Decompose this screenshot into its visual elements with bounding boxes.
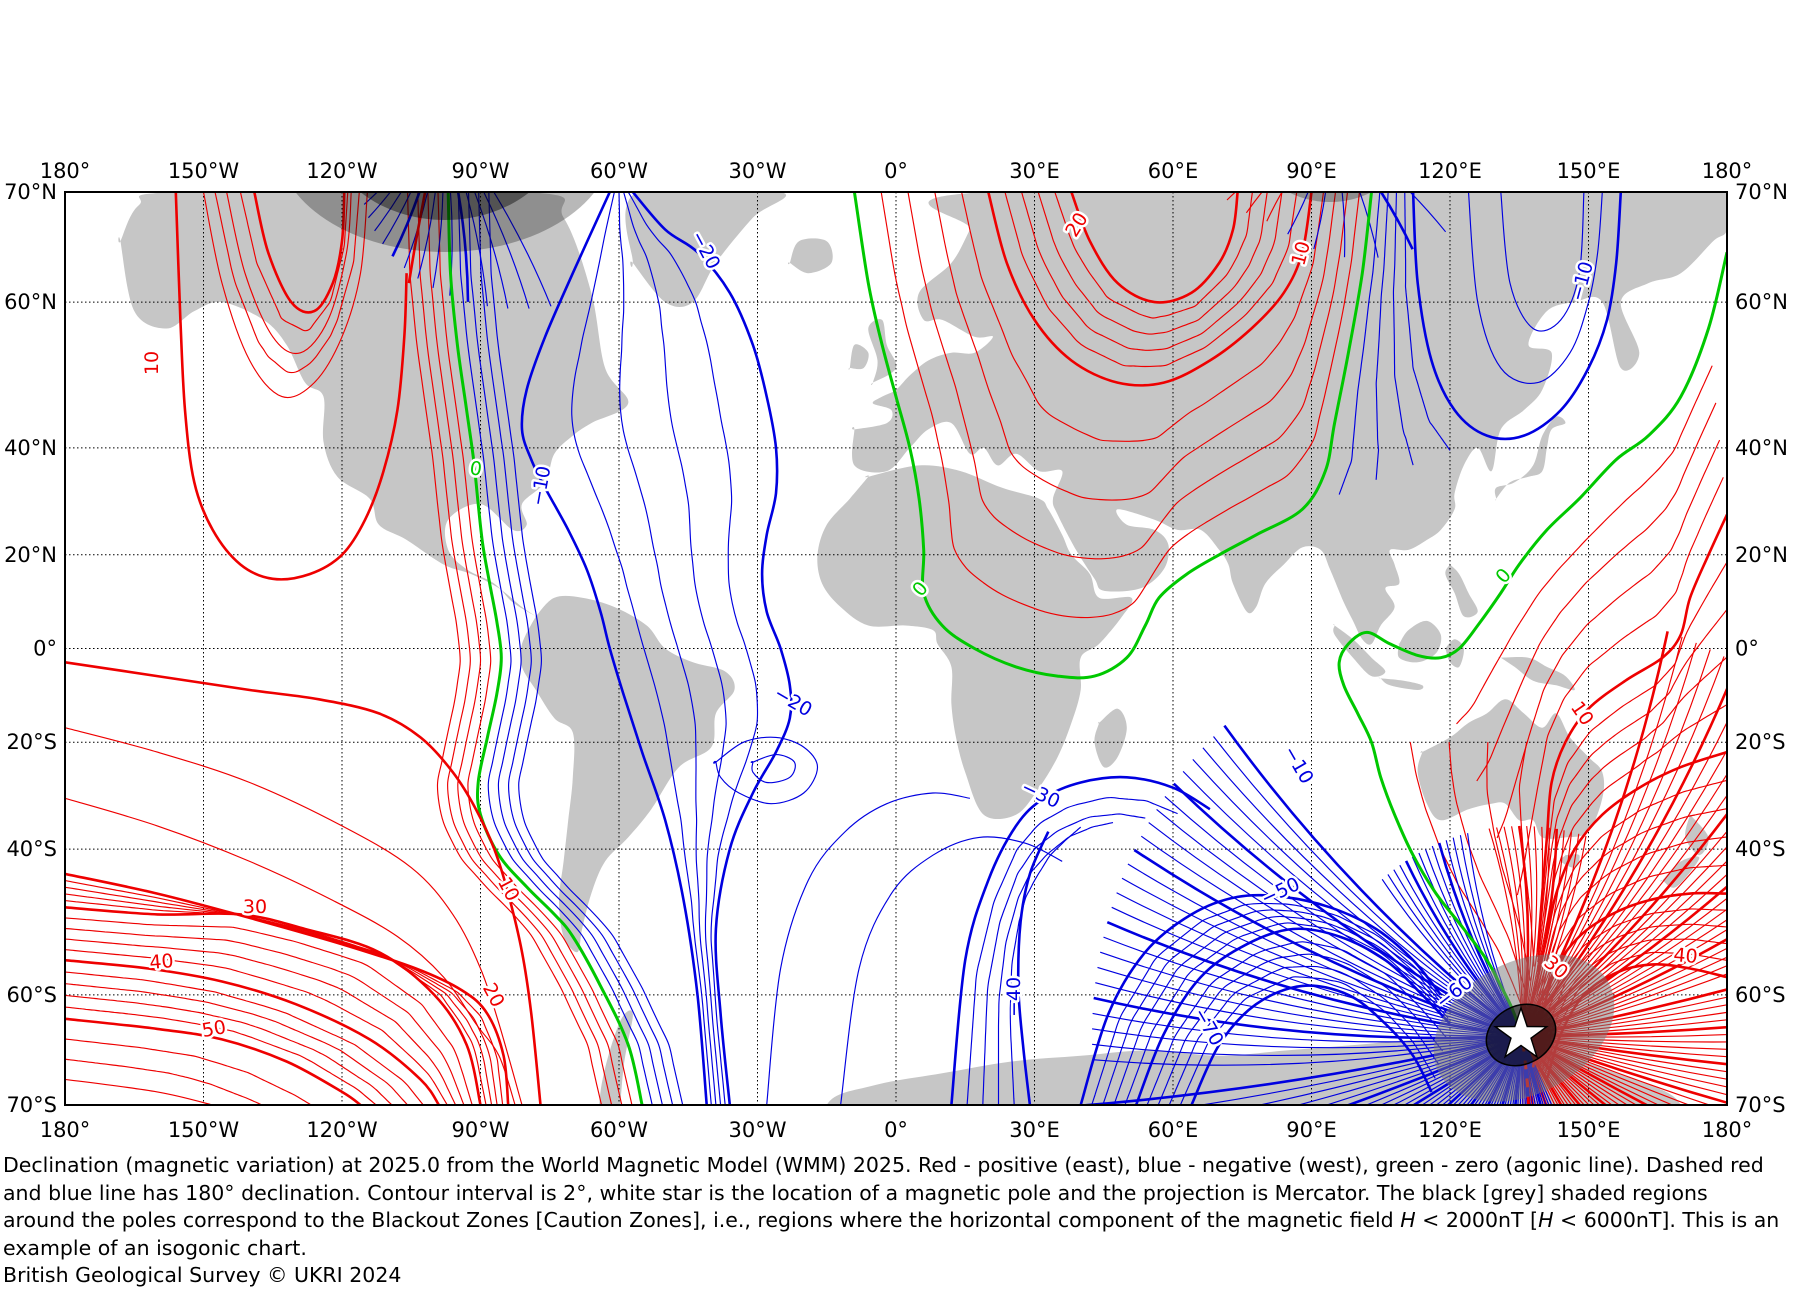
lon-label-top: 90°W	[452, 159, 510, 183]
caption-line: British Geological Survey © UKRI 2024	[3, 1263, 402, 1287]
landmasses	[118, 192, 1727, 1105]
lon-label-bottom: 90°W	[452, 1118, 510, 1142]
contour-label: −40	[1003, 977, 1025, 1017]
contour-label: 10	[1566, 697, 1598, 729]
lon-label-bottom: 90°E	[1286, 1118, 1337, 1142]
lat-label-right: 40°S	[1735, 837, 1786, 861]
contour-label: 0	[1491, 564, 1515, 588]
lon-label-top: 120°E	[1418, 159, 1482, 183]
caption-line: around the poles correspond to the Black…	[3, 1208, 1780, 1232]
lon-label-bottom: 0°	[884, 1118, 908, 1142]
lat-label-right: 40°N	[1735, 436, 1788, 460]
lat-label-left: 20°S	[6, 730, 57, 754]
lat-label-right: 20°N	[1735, 543, 1788, 567]
lat-label-left: 20°N	[4, 543, 57, 567]
lat-label-left: 70°N	[4, 180, 57, 204]
lon-label-top: 60°E	[1148, 159, 1199, 183]
lon-label-bottom: 60°W	[590, 1118, 648, 1142]
lat-label-right: 0°	[1735, 637, 1759, 661]
lat-label-left: 70°S	[6, 1093, 57, 1117]
lat-label-left: 60°S	[6, 983, 57, 1007]
blackout-zone-north-siberia-halo	[1288, 192, 1372, 202]
lat-label-right: 60°S	[1735, 983, 1786, 1007]
blackout-zone-north-canada-halo	[295, 192, 595, 252]
caption-block: Declination (magnetic variation) at 2025…	[3, 1152, 1797, 1290]
lon-label-bottom: 30°E	[1009, 1118, 1060, 1142]
caption-line: and blue line has 180° declination. Cont…	[3, 1180, 1708, 1205]
lon-label-top: 150°W	[168, 159, 240, 183]
lon-label-top: 60°W	[590, 159, 648, 183]
lat-label-right: 70°N	[1735, 180, 1788, 204]
contour-label: 30	[243, 896, 267, 918]
lat-label-left: 60°N	[4, 290, 57, 314]
lon-label-top: 0°	[884, 159, 908, 183]
contour-label: 40	[148, 950, 174, 974]
lat-label-right: 70°S	[1735, 1093, 1786, 1117]
lon-label-top: 90°E	[1286, 159, 1337, 183]
lat-label-right: 20°S	[1735, 730, 1786, 754]
lon-label-bottom: 150°W	[168, 1118, 240, 1142]
contour-label: −20	[770, 682, 816, 721]
lat-label-left: 40°N	[4, 436, 57, 460]
lon-label-top: 30°W	[729, 159, 787, 183]
contour-label: 10	[141, 351, 163, 375]
contour-label: 0	[468, 457, 483, 480]
lat-label-right: 60°N	[1735, 290, 1788, 314]
lon-label-bottom: 120°E	[1418, 1118, 1482, 1142]
lon-label-top: 180°	[40, 159, 91, 183]
lon-label-top: 30°E	[1009, 159, 1060, 183]
lat-label-left: 40°S	[6, 837, 57, 861]
contour-label: 50	[200, 1016, 228, 1042]
magnetic-pole-star	[1493, 1005, 1549, 1059]
lon-label-top: 180°	[1702, 159, 1753, 183]
lon-label-bottom: 120°W	[306, 1118, 378, 1142]
map-frame	[64, 191, 1728, 1106]
caption-line: Declination (magnetic variation) at 2025…	[3, 1153, 1764, 1177]
lon-label-top: 120°W	[306, 159, 378, 183]
axis-labels: 180° 180° 150°W 150°W 120°W 120°W 90°W 90°W 60°W…	[4, 159, 1788, 1142]
caption-line: example of an isogonic chart.	[3, 1235, 307, 1260]
lat-label-left: 0°	[33, 637, 57, 661]
lon-label-bottom: 180°	[40, 1118, 91, 1142]
lon-label-bottom: 150°E	[1557, 1118, 1621, 1142]
lon-label-bottom: 60°E	[1148, 1118, 1199, 1142]
contour-label: 40	[1673, 944, 1699, 968]
blackout-zone-north-canada	[360, 192, 530, 220]
lon-label-top: 150°E	[1557, 159, 1621, 183]
lon-label-bottom: 30°W	[729, 1118, 787, 1142]
lon-label-bottom: 180°	[1702, 1118, 1753, 1142]
